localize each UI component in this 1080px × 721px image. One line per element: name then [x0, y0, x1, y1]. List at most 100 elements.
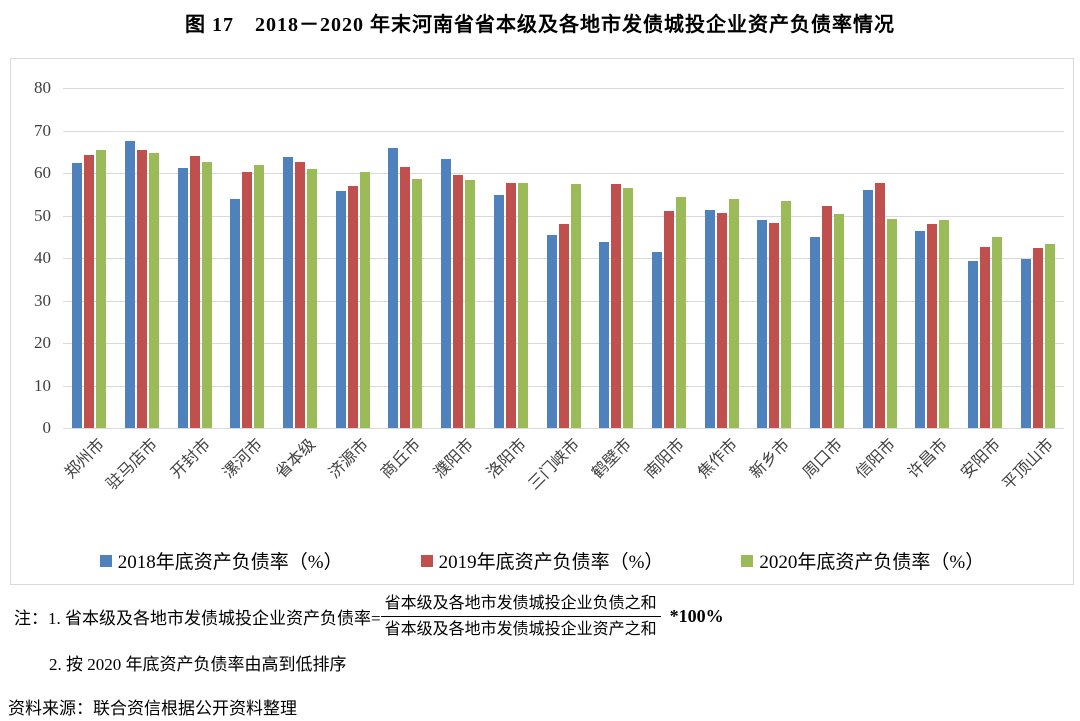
x-axis-category-label: 许昌市 [905, 436, 952, 482]
bar [546, 234, 557, 428]
gridline [63, 130, 1064, 132]
y-axis-tick-label: 40 [34, 248, 51, 267]
bar [242, 171, 253, 428]
bar [505, 182, 516, 428]
bar [177, 167, 188, 428]
bar [149, 153, 160, 428]
note-line-1-suffix: *100% [669, 606, 724, 627]
x-axis-category-label: 鹤壁市 [589, 436, 636, 482]
gridline [63, 215, 1064, 217]
note-line-2: 2. 按 2020 年底资产负债率由高到低排序 [49, 655, 347, 675]
bar [189, 155, 200, 428]
y-axis-tick-label: 20 [34, 333, 51, 352]
gridline [63, 173, 1064, 174]
bar [886, 219, 897, 428]
fraction-numerator: 省本级及各地市发债城投企业负债之和 [380, 592, 661, 618]
bar [295, 162, 306, 428]
bar [757, 219, 768, 428]
bar [453, 174, 464, 428]
x-axis-category-label: 省本级 [273, 436, 320, 482]
x-axis-category-label: 濮阳市 [431, 436, 478, 482]
bar [570, 184, 581, 428]
legend-label-2018: 2018年底资产负债率（%） [117, 552, 343, 573]
y-axis-tick-label: 80 [34, 78, 51, 97]
note-line-1: 注：1. 省本级及各地市发债城投企业资产负债率= 省本级及各地市发债城投企业负债… [0, 592, 1080, 641]
x-axis-category-label: 南阳市 [641, 436, 688, 482]
bar [137, 150, 148, 428]
legend-label-2019: 2019年底资产负债率（%） [438, 552, 664, 573]
y-axis-tick-label: 60 [34, 163, 51, 182]
bar [517, 183, 528, 428]
bar [704, 209, 715, 428]
bar [915, 230, 926, 428]
x-axis-category-label: 洛阳市 [483, 436, 530, 482]
bar [833, 214, 844, 428]
bar [1032, 247, 1043, 428]
chart-title: 图 17 2018－2020 年末河南省省本级及各地市发债城投企业资产负债率情况 [185, 14, 895, 36]
bar [1020, 258, 1031, 428]
y-axis-tick-label: 0 [42, 418, 52, 437]
legend-marker-2018 [99, 554, 112, 567]
bar [821, 206, 832, 428]
x-axis-category-label: 开封市 [167, 436, 214, 482]
bar [611, 183, 622, 428]
x-axis-category-label: 安阳市 [958, 436, 1004, 482]
chart-legend: 2018年底资产负债率（%） 2019年底资产负债率（%） 2020年底资产负债… [11, 547, 1073, 574]
x-axis-category-label: 郑州市 [62, 436, 109, 482]
bar [651, 251, 662, 428]
x-axis-category-label: 焦作市 [694, 436, 741, 482]
bar [675, 196, 686, 428]
x-axis-category-label: 三门峡市 [525, 436, 583, 494]
bar [927, 223, 938, 428]
x-axis-category-label: 漯河市 [220, 436, 267, 482]
bar [307, 168, 318, 428]
gridline [63, 88, 1064, 89]
bar [465, 180, 476, 428]
legend-label-2020: 2020年底资产负债率（%） [759, 552, 985, 573]
x-axis-category-label: 信阳市 [852, 436, 899, 482]
bar [939, 220, 950, 428]
bar [412, 178, 423, 428]
bar [125, 141, 136, 428]
legend-marker-2020 [741, 554, 754, 567]
bar [979, 246, 990, 428]
bar [991, 236, 1002, 428]
bar [283, 156, 294, 428]
gridline [63, 428, 1064, 429]
y-axis-tick-label: 70 [34, 120, 51, 140]
legend-marker-2019 [420, 554, 433, 567]
bar [809, 237, 820, 428]
bar [493, 194, 504, 428]
bar [254, 164, 265, 428]
y-axis-tick-label: 50 [34, 205, 51, 225]
bar [874, 183, 885, 428]
legend-item-2019: 2019年底资产负债率（%） [420, 547, 664, 574]
bar [599, 241, 610, 428]
bar [728, 198, 739, 428]
fraction-denominator: 省本级及各地市发债城投企业资产之和 [384, 621, 657, 639]
bar [623, 188, 634, 428]
legend-item-2018: 2018年底资产负债率（%） [99, 547, 343, 574]
bar [72, 162, 83, 428]
note-fraction: 省本级及各地市发债城投企业负债之和 省本级及各地市发债城投企业资产之和 [380, 592, 661, 641]
x-axis-category-label: 平顶山市 [999, 436, 1057, 494]
notes-block: 注：1. 省本级及各地市发债城投企业资产负债率= 省本级及各地市发债城投企业负债… [0, 588, 1080, 719]
bar [347, 185, 358, 428]
x-axis-category-label: 济源市 [325, 436, 372, 482]
bar [201, 161, 212, 428]
legend-item-2020: 2020年底资产负债率（%） [741, 547, 984, 574]
bar [388, 147, 399, 428]
bar-chart: 0 10 20 30 40 50 60 70 80 郑州市 驻马店市 开封市 漯河市 省本级 济源市 商丘市濮… [10, 58, 1074, 585]
bar [441, 159, 452, 428]
bar [230, 198, 241, 428]
y-axis-tick-label: 10 [34, 375, 51, 395]
bar [96, 149, 107, 428]
plot-area: 0 10 20 30 40 50 60 70 80 郑州市 驻马店市 开封市 漯河市 省本级 济源市 商丘市濮… [11, 59, 1073, 584]
y-axis-tick-label: 30 [34, 290, 51, 310]
note-line-1-prefix: 注：1. 省本级及各地市发债城投企业资产负债率= [14, 609, 381, 629]
bar [663, 211, 674, 428]
x-axis-category-label: 商丘市 [378, 436, 425, 482]
bar [716, 212, 727, 428]
bar [1044, 244, 1055, 428]
